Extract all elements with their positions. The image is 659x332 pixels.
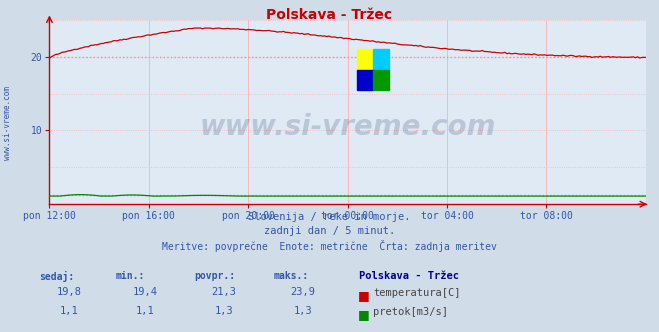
Bar — [357, 70, 373, 90]
Text: Meritve: povprečne  Enote: metrične  Črta: zadnja meritev: Meritve: povprečne Enote: metrične Črta:… — [162, 240, 497, 252]
Text: temperatura[C]: temperatura[C] — [373, 288, 461, 298]
Text: 1,1: 1,1 — [60, 306, 78, 316]
Text: povpr.:: povpr.: — [194, 271, 235, 281]
Text: pretok[m3/s]: pretok[m3/s] — [373, 307, 448, 317]
Text: 1,1: 1,1 — [136, 306, 154, 316]
Text: Polskava - Tržec: Polskava - Tržec — [359, 271, 459, 281]
Text: 23,9: 23,9 — [291, 287, 316, 297]
Text: 19,8: 19,8 — [57, 287, 82, 297]
Bar — [373, 49, 389, 70]
Text: sedaj:: sedaj: — [40, 271, 74, 282]
Bar — [373, 70, 389, 90]
Bar — [357, 49, 373, 70]
Text: 1,3: 1,3 — [215, 306, 233, 316]
Text: 19,4: 19,4 — [132, 287, 158, 297]
Text: zadnji dan / 5 minut.: zadnji dan / 5 minut. — [264, 226, 395, 236]
Text: Slovenija / reke in morje.: Slovenija / reke in morje. — [248, 212, 411, 222]
Text: www.si-vreme.com: www.si-vreme.com — [200, 113, 496, 141]
Text: 1,3: 1,3 — [294, 306, 312, 316]
Text: maks.:: maks.: — [273, 271, 308, 281]
Text: ■: ■ — [358, 289, 370, 302]
Text: 21,3: 21,3 — [212, 287, 237, 297]
Text: Polskava - Tržec: Polskava - Tržec — [266, 8, 393, 22]
Text: www.si-vreme.com: www.si-vreme.com — [3, 86, 13, 160]
Text: ■: ■ — [358, 308, 370, 321]
Text: min.:: min.: — [115, 271, 145, 281]
